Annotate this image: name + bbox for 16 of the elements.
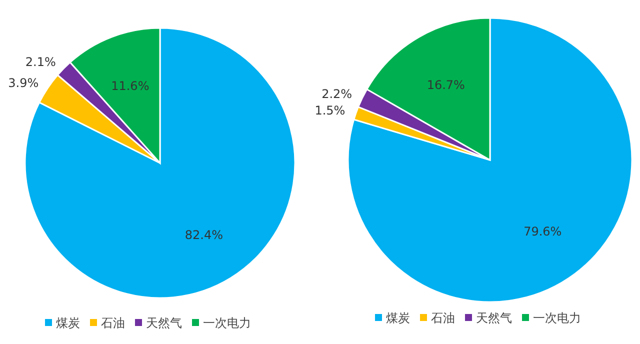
legend-label: 天然气 [476,311,512,325]
data-label: 79.6% [524,224,562,239]
data-label: 82.4% [184,228,224,242]
data-label: 11.6% [111,78,150,93]
legend-label: 煤炭 [56,316,80,330]
legend-label: 一次电力 [533,311,581,325]
legend-label: 一次电力 [203,316,251,330]
legend-label: 天然气 [146,316,182,330]
data-label: 3.9% [8,76,39,90]
legend-label: 石油 [431,311,455,325]
data-label: 2.1% [25,54,56,69]
legend-label: 石油 [101,316,125,330]
data-label: 2.2% [322,86,352,101]
data-label: 16.7% [426,78,465,92]
data-label: 1.5% [314,103,346,118]
legend-label: 煤炭 [386,311,410,325]
